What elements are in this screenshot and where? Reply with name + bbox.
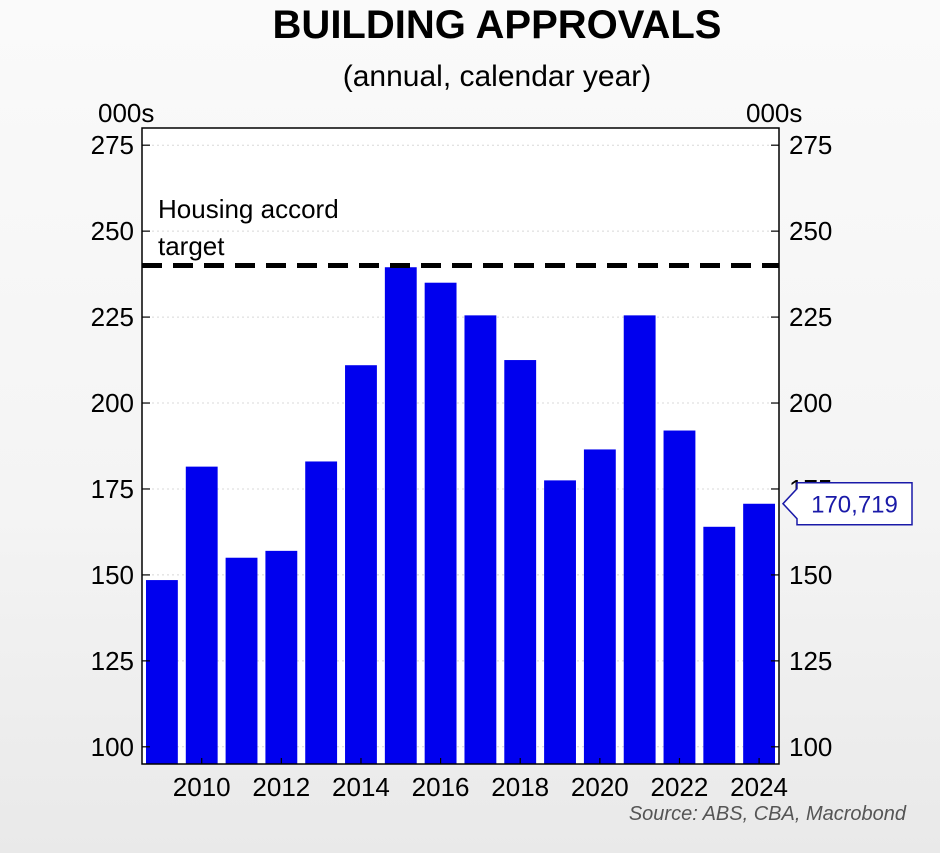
bar-2021 [623,315,656,764]
bar-2018 [504,360,537,764]
bar-2024 [743,503,776,764]
bars [145,267,776,764]
bar-2014 [345,365,377,764]
target-label-line1: Housing accord [158,194,339,224]
bar-2020 [583,449,616,764]
chart-title: BUILDING APPROVALS [273,3,722,47]
x-tick-label-2014: 2014 [332,772,390,802]
x-tick-label-2010: 2010 [173,772,231,802]
bar-2013 [305,461,338,764]
bar-2016 [424,282,457,764]
source-note: Source: ABS, CBA, Macrobond [629,803,907,825]
y-tick-label-left: 150 [91,560,134,590]
bar-2023 [703,526,736,764]
y-tick-label-left: 275 [91,130,134,160]
callout-label: 170,719 [811,492,898,519]
x-axis-ticks: 2010 2012 2014 2016 2018 2020 2022 2024 [173,758,788,802]
y-tick-label-right: 125 [789,646,832,676]
callout-box [781,481,913,526]
bar-2017 [464,315,497,764]
y-tick-label-right: 200 [789,388,832,418]
x-tick-label-2020: 2020 [571,772,629,802]
y-tick-label-left: 125 [91,646,134,676]
x-tick-label-2022: 2022 [651,772,709,802]
y-tick-label-right: 100 [789,732,832,762]
y-axis-ticks: 1001001251251501501751752002002252252502… [91,130,833,762]
bar-2019 [544,480,576,764]
bar-2015 [384,267,417,764]
x-tick-label-2012: 2012 [252,772,310,802]
y-tick-label-right: 275 [789,130,832,160]
y-tick-label-left: 250 [91,216,134,246]
plot-frame [141,127,780,765]
y-tick-label-left: 175 [91,474,134,504]
y-tick-label-right: 225 [789,302,832,332]
y-axis-unit-right: 000s [746,98,802,128]
bar-2022 [663,430,696,764]
y-axis-unit-left: 000s [98,98,154,128]
y-tick-label-left: 100 [91,732,134,762]
y-tick-label-right: 250 [789,216,832,246]
y-tick-label-left: 225 [91,302,134,332]
bar-2010 [185,466,218,764]
x-tick-label-2024: 2024 [730,772,788,802]
x-tick-label-2016: 2016 [412,772,470,802]
target-label-line2: target [158,231,225,261]
bar-2012 [265,550,298,764]
x-tick-label-2018: 2018 [491,772,549,802]
y-tick-label-right: 150 [789,560,832,590]
bar-2011 [225,557,258,764]
value-callout: 170,719 [781,481,913,526]
y-tick-label-left: 200 [91,388,134,418]
bar-2009 [145,580,178,764]
chart-subtitle: (annual, calendar year) [343,60,652,93]
